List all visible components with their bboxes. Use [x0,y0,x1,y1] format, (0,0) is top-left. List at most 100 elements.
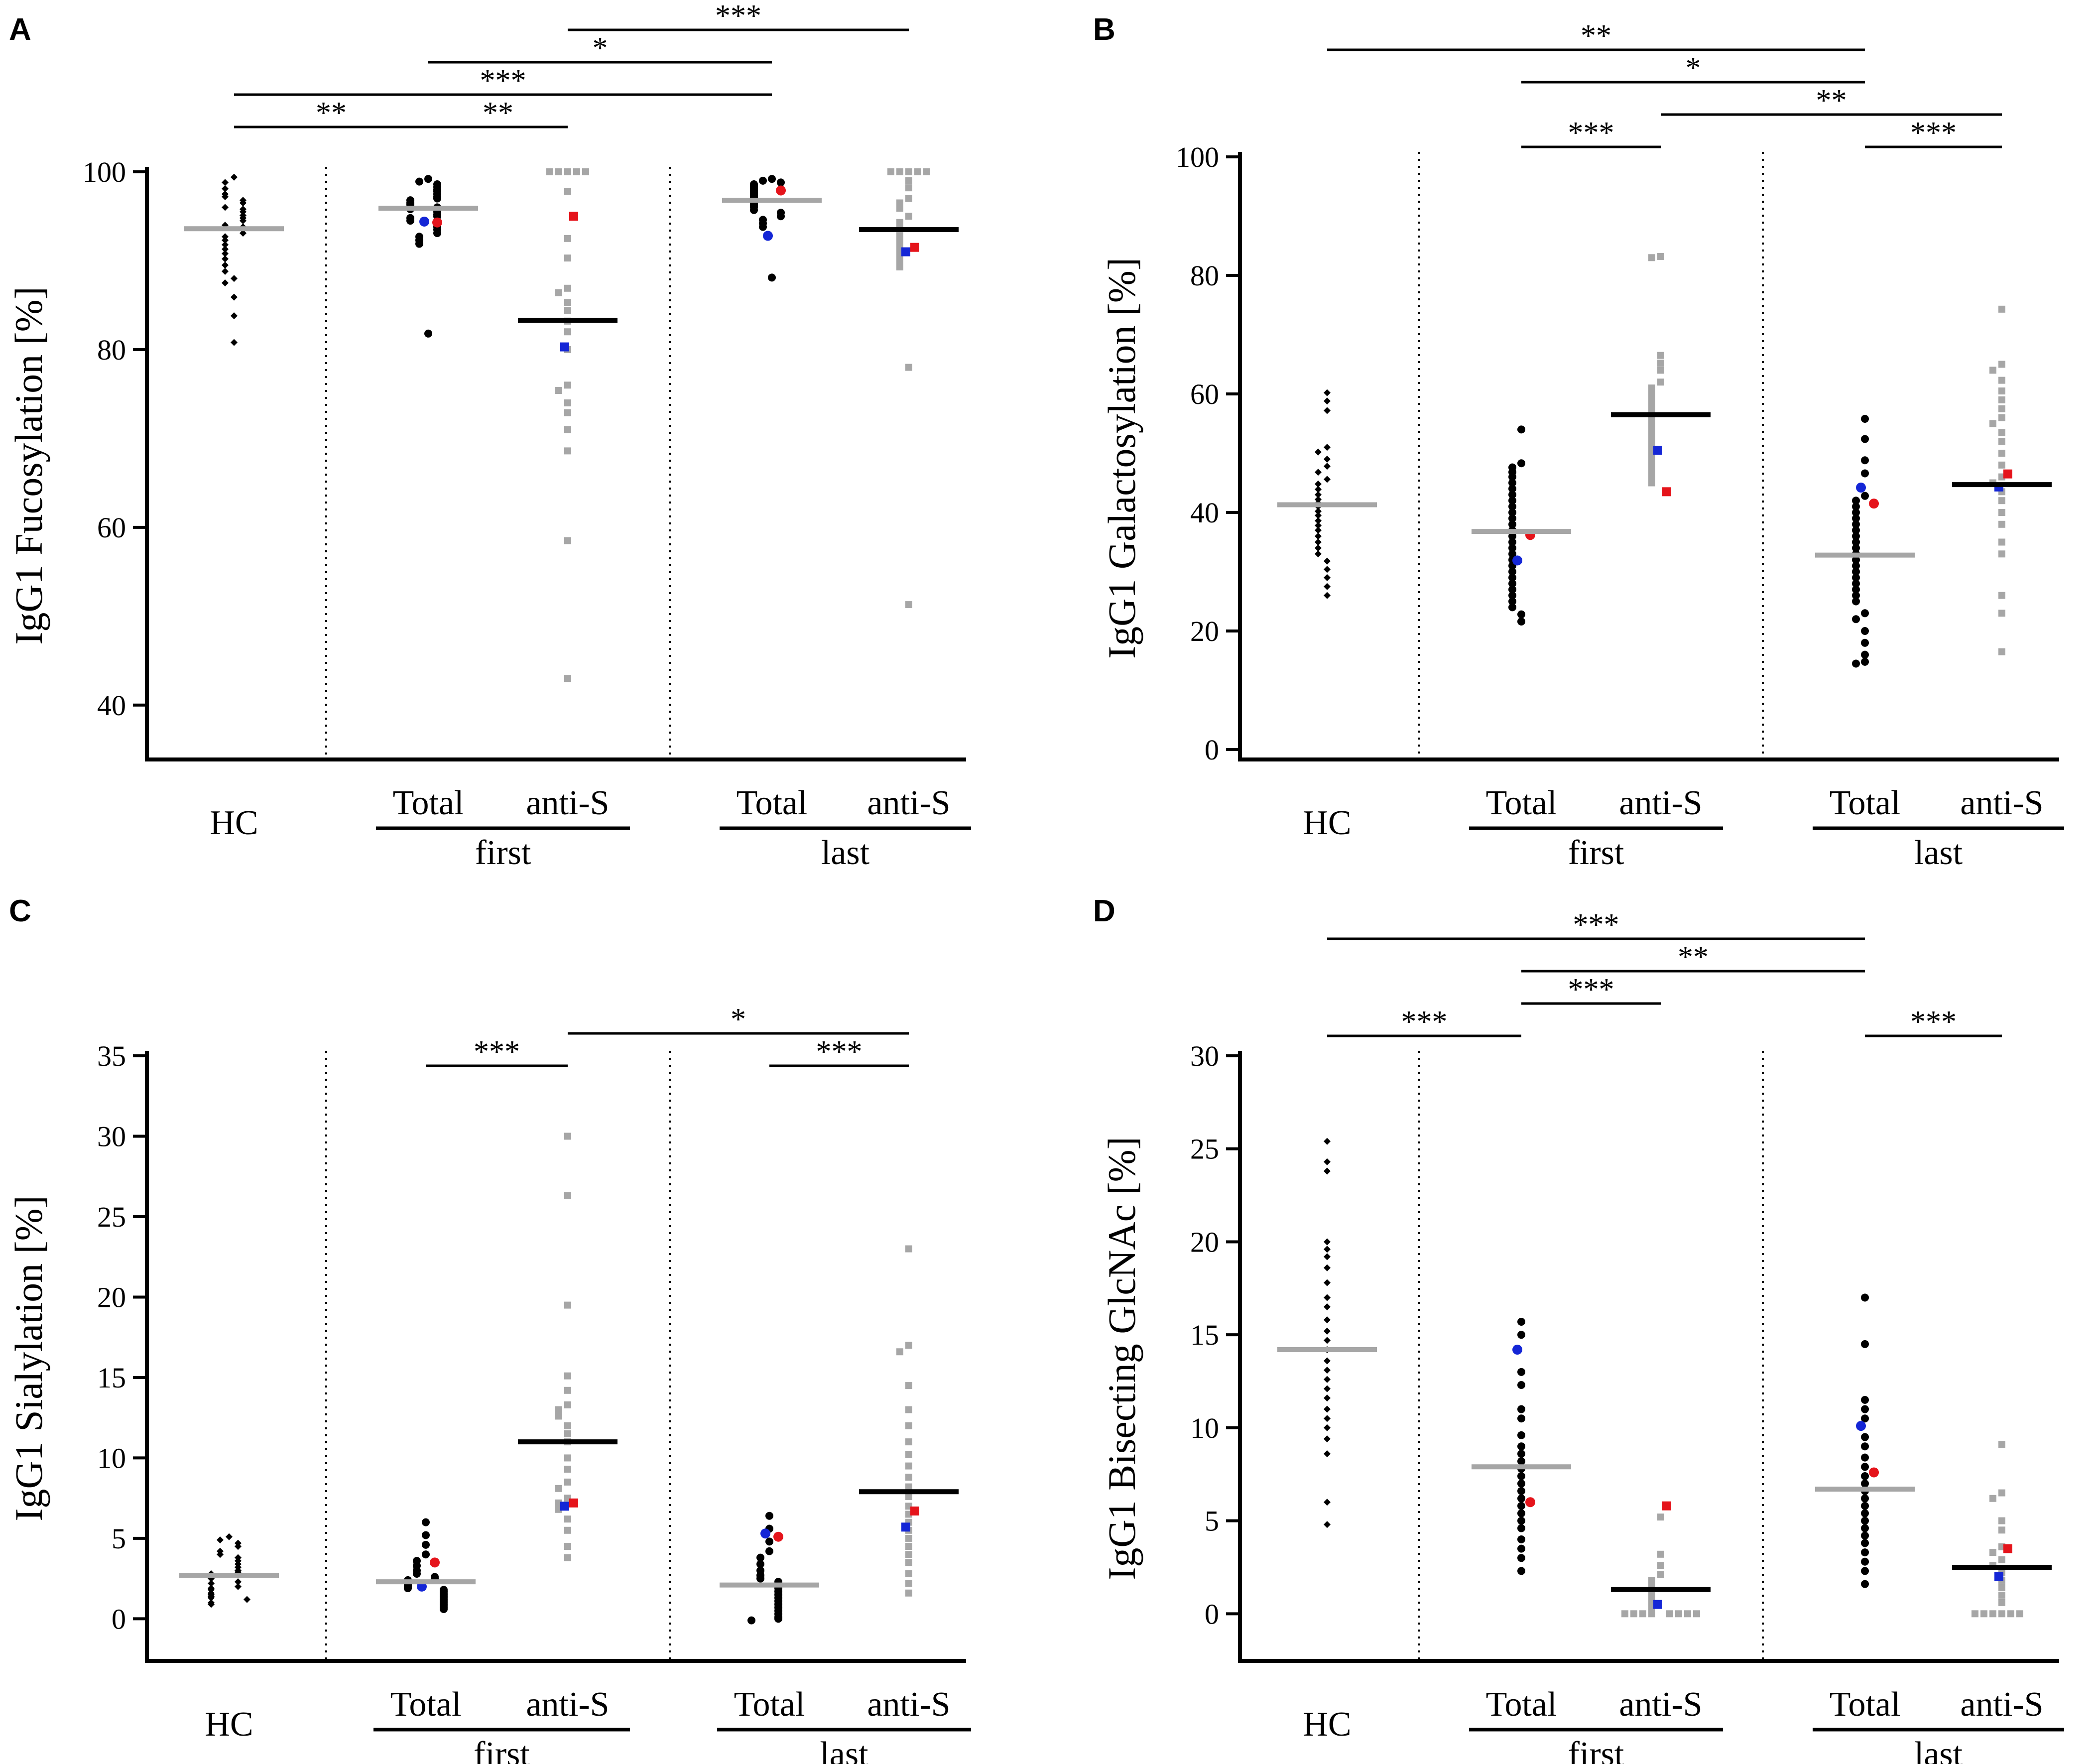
data-point [1657,360,1664,367]
data-point [240,217,246,225]
highlight-point-blue [760,1528,770,1539]
data-point [1980,1610,1987,1618]
data-point [1852,562,1860,570]
data-point [1998,414,2005,421]
data-point [1324,1137,1331,1145]
data-point [1324,1327,1331,1335]
data-point [1508,497,1516,505]
data-point [1324,1158,1331,1165]
highlight-point-blue [901,247,910,256]
data-point [774,1615,782,1623]
data-point [1517,1472,1525,1480]
data-point [759,176,767,185]
y-tick-label: 40 [1190,497,1219,529]
category-label-total: Total [734,1685,805,1724]
data-point [1508,514,1516,522]
data-point [1315,526,1322,534]
data-point [1998,1584,2005,1592]
data-point [564,1466,571,1473]
data-point [905,1406,912,1413]
data-point [564,1422,571,1429]
highlight-point-blue [1856,483,1866,493]
data-point [1648,438,1655,445]
data-point [573,168,580,175]
data-point [222,246,229,253]
data-point [1989,1549,1996,1556]
data-point [1861,1414,1869,1423]
data-point [1998,396,2005,403]
data-point [1657,1513,1664,1521]
y-tick-label: 20 [97,1281,126,1313]
data-point [1517,1567,1525,1575]
significance-stars: *** [816,1035,862,1069]
data-point [222,250,229,257]
data-point [905,1462,912,1470]
data-point [1648,402,1655,409]
data-point [1315,544,1322,552]
category-label-hc: HC [210,804,258,842]
data-point [768,273,776,282]
data-point [1324,1450,1331,1458]
data-point [208,1594,215,1602]
data-point [231,275,238,282]
data-point [1621,1610,1628,1618]
highlight-point-red [569,212,578,221]
data-point [887,168,894,175]
data-point [1648,479,1655,487]
data-point [1861,1516,1869,1525]
data-point [1861,1548,1869,1557]
highlight-point-red [2003,1544,2012,1553]
y-tick-label: 10 [97,1442,126,1474]
data-point [1324,1238,1331,1246]
data-point [1998,405,2005,412]
data-point [1324,455,1331,463]
data-point [1657,367,1664,374]
data-point [1315,522,1322,529]
highlight-point-blue [560,1502,569,1511]
data-point [1315,511,1322,519]
data-point [1517,1554,1525,1562]
significance-stars: ** [1581,19,1611,53]
data-point [1852,508,1860,516]
data-point [1508,473,1516,481]
highlight-point-blue [1512,555,1522,566]
significance-stars: * [593,31,608,65]
data-point [1517,1487,1525,1495]
data-point [1517,1414,1525,1423]
category-label-total: Total [737,784,808,822]
data-point [1324,1337,1331,1344]
data-point [1852,526,1860,534]
data-point [1324,389,1331,396]
data-point [1861,1502,1869,1510]
data-point [1508,520,1516,528]
y-tick-label: 25 [1190,1133,1219,1165]
y-tick-label: 30 [97,1120,126,1152]
data-point [1657,352,1664,359]
data-point [1998,429,2005,436]
data-point [905,1570,912,1577]
data-point [1693,1610,1700,1618]
data-point [564,1515,571,1523]
data-point [756,1553,764,1562]
data-point [564,284,571,292]
data-point [1648,1610,1655,1618]
panel-d: D 0 5 10 15 20 25 30 IgG1 Bisecting GlcNAc [%] HC… [1093,894,2064,1764]
data-point [1508,591,1516,600]
data-point [1861,638,1869,647]
data-point [1852,544,1860,552]
data-point [905,195,912,202]
y-tick-label: 15 [1190,1319,1219,1351]
data-point [564,1543,571,1550]
data-point [1989,367,1996,374]
y-tick-label: 100 [83,156,126,188]
data-point [1508,544,1516,552]
data-point [1648,420,1655,427]
data-point [582,168,589,175]
data-point [1517,1450,1525,1458]
highlight-point-red [1869,1467,1879,1478]
panel-letter: D [1093,894,1115,928]
data-point [896,236,903,243]
data-point [1861,1395,1869,1404]
group-label-first: first [1568,834,1624,872]
data-point [1508,550,1516,558]
